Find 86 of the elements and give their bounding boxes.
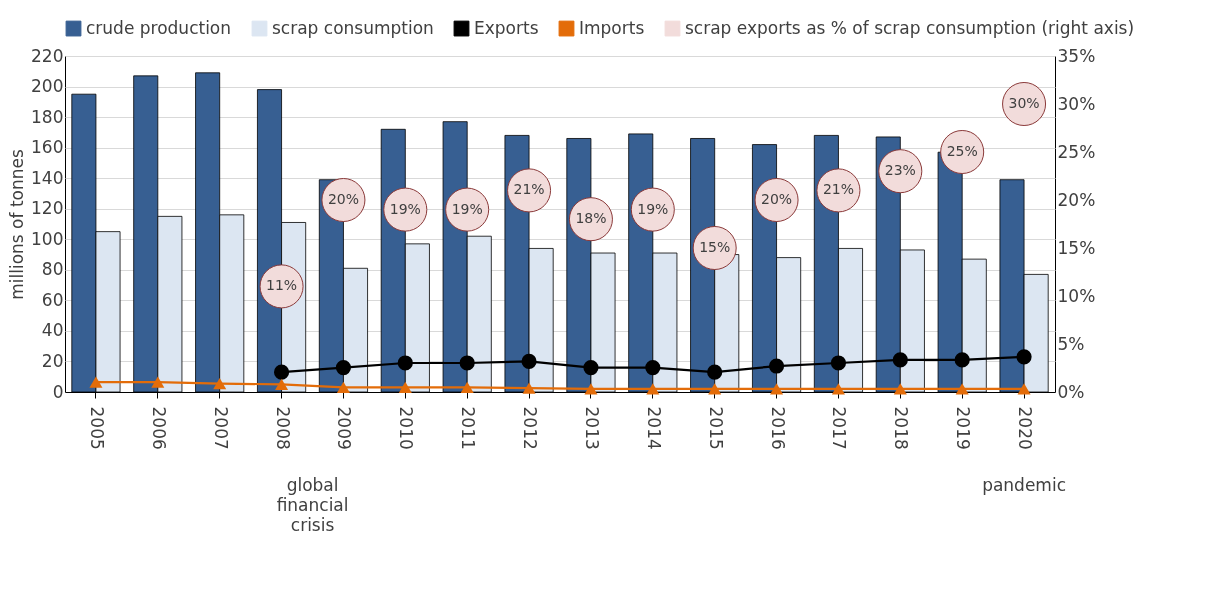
y-tick-label: 120 xyxy=(31,198,64,219)
x-tick-label: 2008 xyxy=(272,406,293,450)
point xyxy=(89,376,103,388)
legend-label: Imports xyxy=(579,17,645,38)
legend-label: crude production xyxy=(86,17,232,38)
point xyxy=(892,352,908,368)
x-tick-label: 2012 xyxy=(520,406,541,450)
data-label: 19% xyxy=(637,200,669,217)
x-tick-label: 2016 xyxy=(767,406,788,450)
point xyxy=(708,383,722,395)
x-tick-label: 2009 xyxy=(334,406,355,450)
legend-label: Exports xyxy=(474,17,539,38)
y2-tick-label: 15% xyxy=(1057,237,1096,258)
y-axis-title: millions of tonnes xyxy=(7,149,28,300)
y-tick-label: 180 xyxy=(31,106,64,127)
x-tick-label: 2015 xyxy=(705,406,726,450)
point xyxy=(460,381,474,394)
point xyxy=(273,364,290,380)
data-label: 18% xyxy=(575,210,607,227)
data-label: 11% xyxy=(266,277,298,294)
point xyxy=(830,355,847,371)
y-tick-label: 20 xyxy=(41,350,64,371)
y-tick-label: 200 xyxy=(31,76,64,97)
y2-tick-label: 20% xyxy=(1057,189,1096,210)
point xyxy=(459,355,475,371)
data-label: 20% xyxy=(761,191,793,207)
data-label: 15% xyxy=(699,239,731,255)
point xyxy=(397,355,413,371)
point xyxy=(646,383,660,395)
y-tick-label: 100 xyxy=(31,228,64,249)
point xyxy=(398,381,412,394)
point xyxy=(151,376,165,388)
y2-tick-label: 10% xyxy=(1057,285,1096,306)
data-label: 21% xyxy=(822,181,854,198)
y-tick-label: 160 xyxy=(31,137,64,158)
y-tick-label: 40 xyxy=(41,320,64,341)
legend-label: scrap consumption xyxy=(272,17,434,38)
point xyxy=(1016,349,1032,365)
x-tick-label: 2013 xyxy=(581,406,602,450)
point xyxy=(522,382,536,394)
point xyxy=(768,358,785,374)
data-label: 20% xyxy=(327,191,359,207)
y2-tick-label: 5% xyxy=(1057,333,1085,354)
x-tick-label: 2007 xyxy=(210,406,231,450)
x-tick-label: 2019 xyxy=(953,406,974,450)
x-tick-label: 2014 xyxy=(643,406,664,450)
legend-label: scrap exports as % of scrap consumption (right axis) xyxy=(685,17,1135,38)
data-label: 25% xyxy=(946,143,978,159)
point xyxy=(1017,383,1031,395)
point xyxy=(955,383,969,395)
text: global financial crisis xyxy=(276,475,349,535)
point xyxy=(521,353,537,370)
y2-tick-label: 35% xyxy=(1057,45,1096,66)
y-tick-label: 140 xyxy=(31,167,64,188)
y2-tick-label: 30% xyxy=(1057,93,1096,114)
point xyxy=(583,360,599,376)
point xyxy=(336,381,350,394)
text: pandemic xyxy=(982,475,1066,495)
point xyxy=(893,383,907,395)
y-tick-label: 60 xyxy=(41,289,64,310)
data-label: 23% xyxy=(884,162,916,179)
x-tick-label: 2006 xyxy=(148,406,169,450)
data-label: 30% xyxy=(1008,95,1040,111)
point xyxy=(275,378,289,391)
y-tick-label: 220 xyxy=(31,45,64,66)
point xyxy=(770,383,784,395)
x-tick-label: 2020 xyxy=(1015,406,1036,450)
point xyxy=(213,377,227,390)
point xyxy=(335,360,352,376)
y2-tick-label: 0% xyxy=(1057,381,1085,402)
x-tick-label: 2017 xyxy=(829,406,850,450)
data-label: 19% xyxy=(451,200,483,217)
point xyxy=(954,352,970,368)
y-tick-label: 80 xyxy=(41,259,64,280)
point xyxy=(645,360,661,376)
x-tick-label: 2011 xyxy=(458,406,479,450)
point xyxy=(584,383,598,395)
point xyxy=(707,364,723,380)
data-label: 19% xyxy=(389,200,421,217)
data-label: 21% xyxy=(513,181,545,198)
y-tick-label: 0 xyxy=(52,381,64,402)
x-tick-label: 2005 xyxy=(86,406,107,450)
y2-tick-label: 25% xyxy=(1057,141,1096,162)
x-tick-label: 2018 xyxy=(891,406,912,450)
point xyxy=(831,383,845,395)
x-tick-label: 2010 xyxy=(396,406,417,450)
